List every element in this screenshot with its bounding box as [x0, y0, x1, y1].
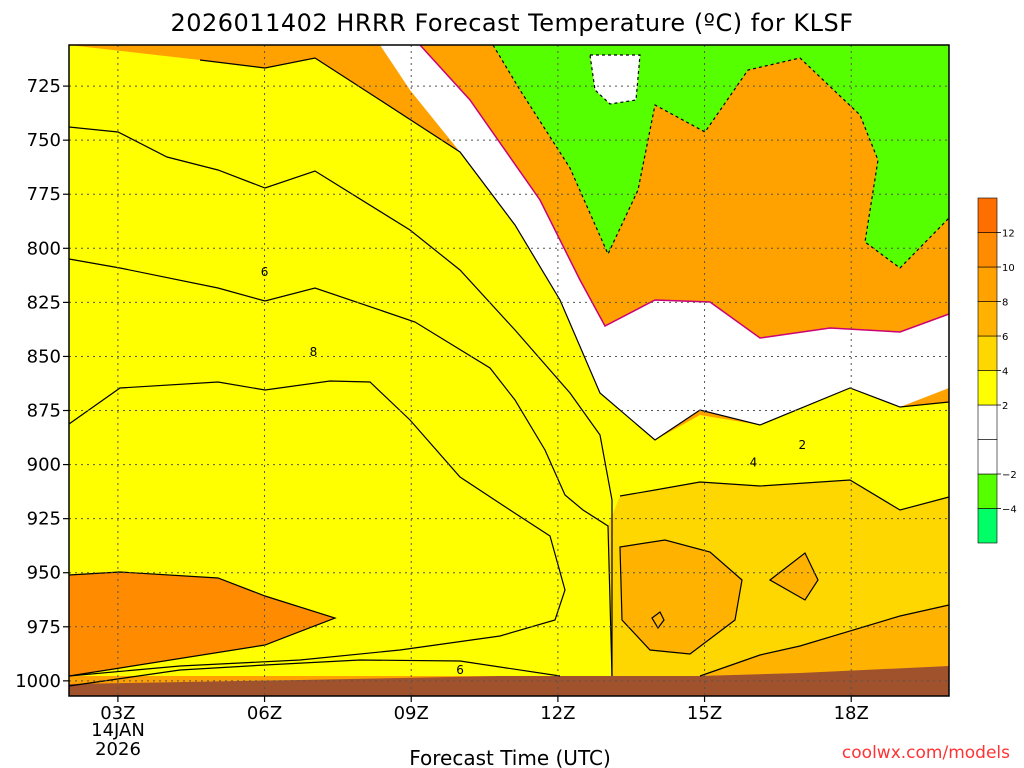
colorbar-segment-6 [977, 301, 998, 337]
contour-label-3: 4 [750, 455, 758, 469]
y-tick-label-9: 950 [27, 563, 61, 584]
fill-ground [69, 666, 949, 696]
contour-label-0: 6 [261, 265, 269, 279]
y-tick-label-8: 925 [27, 509, 61, 530]
contour-label-4: 2 [799, 438, 807, 452]
fill-6-8-low-right [620, 540, 742, 654]
contour-line-4-low [619, 479, 950, 511]
x-tick-label-0: 03Z [100, 703, 135, 724]
colorbar-label-5: 2 [1002, 401, 1008, 412]
fill-10-12 [69, 572, 335, 676]
colorbar-segment-1 [977, 473, 998, 509]
contour-line-8-small [651, 611, 665, 630]
x-tick-label-5: 18Z [834, 703, 869, 724]
contour-lines [68, 44, 950, 687]
colorbar: 12 10 8 6 4 2 −2 −4 [977, 197, 1017, 544]
fill-6-8-bottom-right [700, 605, 949, 676]
contour-line-4-top [68, 126, 613, 676]
y-tick-label-0: 725 [27, 76, 61, 97]
grid-lines [69, 45, 949, 696]
colorbar-segment-3 [977, 404, 998, 440]
x-tick-label-3: 12Z [540, 703, 575, 724]
y-tick-label-2: 775 [27, 184, 61, 205]
y-tick-label-10: 975 [27, 617, 61, 638]
colorbar-segment-8 [977, 232, 998, 268]
y-tick-label-5: 850 [27, 346, 61, 367]
colorbar-segment-9 [977, 197, 998, 233]
credit-text: coolwx.com/models [842, 743, 1010, 763]
y-tick-label-6: 875 [27, 401, 61, 422]
x-tick-label-2: 09Z [394, 703, 429, 724]
x-axis: 03Z 06Z 09Z 12Z 15Z 18Z [100, 696, 869, 724]
colorbar-segment-4 [977, 370, 998, 406]
chart-title: 2026011402 HRRR Forecast Temperature (ºC… [170, 9, 853, 37]
plot-area: 6 8 6 4 2 [68, 44, 950, 697]
plot-frame [68, 44, 950, 697]
fill-6-8-low-right2 [770, 553, 818, 600]
fill-white-pocket [590, 55, 640, 104]
colorbar-segment-0 [977, 508, 998, 544]
colorbar-label-6: −2 [1002, 470, 1017, 481]
contour-labels: 6 8 6 4 2 [261, 265, 806, 677]
y-axis: 725 750 775 800 825 850 875 900 925 950 975 1000 [15, 76, 69, 692]
y-tick-label-7: 900 [27, 455, 61, 476]
contour-line-6-bottom-right [699, 604, 950, 677]
contour-line-green [492, 44, 950, 269]
colorbar-segment-2 [977, 439, 998, 475]
contour-line-8 [68, 380, 566, 677]
y-tick-label-11: 1000 [15, 671, 61, 692]
colorbar-label-7: −4 [1002, 505, 1017, 516]
x-tick-label-4: 15Z [687, 703, 722, 724]
colorbar-label-0: 12 [1002, 229, 1015, 240]
contour-line-6-low [619, 539, 743, 655]
colorbar-label-3: 6 [1002, 332, 1008, 343]
x-subtitle-year: 2026 [95, 739, 141, 760]
colorbar-segment-7 [977, 266, 998, 302]
y-tick-label-1: 750 [27, 130, 61, 151]
contour-line-6-top [68, 258, 613, 677]
colorbar-label-1: 10 [1002, 263, 1015, 274]
colorbar-segment-5 [977, 335, 998, 371]
colorbar-label-4: 4 [1002, 367, 1008, 378]
contour-label-1: 8 [310, 345, 318, 359]
zero-contour [419, 44, 950, 339]
contour-line-6-low2 [768, 552, 819, 601]
x-tick-label-1: 06Z [247, 703, 282, 724]
x-axis-label: Forecast Time (UTC) [409, 746, 611, 768]
y-tick-label-4: 825 [27, 292, 61, 313]
y-tick-label-3: 800 [27, 238, 61, 259]
contour-line-6-bottom [68, 659, 561, 687]
contour-line-2-top [199, 57, 950, 441]
contour-label-2: 6 [456, 663, 464, 677]
x-subtitle-date: 14JAN [91, 720, 145, 741]
colorbar-label-2: 8 [1002, 298, 1008, 309]
contour-line-green-pocket [589, 54, 641, 105]
fill-0-2-upper [380, 45, 949, 440]
